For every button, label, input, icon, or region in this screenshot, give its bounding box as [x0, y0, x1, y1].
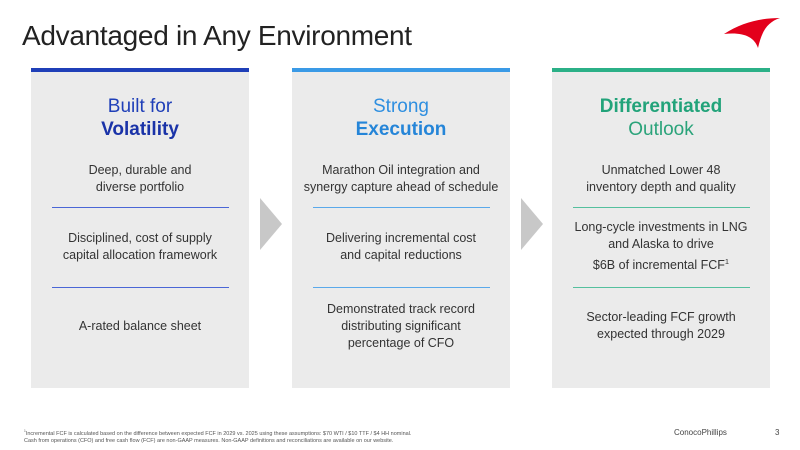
- heading-line: Execution: [355, 119, 447, 140]
- arrow: [260, 198, 282, 250]
- card-heading: Strong Execution: [292, 95, 510, 141]
- item-text: percentage of CFO: [347, 335, 455, 350]
- divider: [52, 287, 229, 288]
- item-line: Marathon Oil integration and: [322, 162, 480, 179]
- item-text: Disciplined, cost of supply: [68, 231, 212, 245]
- card: Strong Execution Marathon Oil integration …: [292, 68, 510, 388]
- card: Built for Volatility Deep, durable and dive…: [31, 68, 249, 388]
- card-item: Unmatched Lower 48 inventory depth and qu…: [552, 150, 770, 207]
- item-line: inventory depth and quality: [586, 179, 735, 196]
- card: Differentiated Outlook Unmatched Lower 48 i…: [552, 68, 770, 388]
- item-text: expected through 2029: [597, 327, 725, 341]
- footnote-text: Incremental FCF is calculated based on t…: [25, 430, 412, 437]
- item-line: Delivering incremental cost: [326, 230, 476, 247]
- heading-line: Volatility: [101, 119, 179, 140]
- item-text: Long-cycle investments in LNG: [574, 220, 748, 235]
- item-text: Delivering incremental cost: [325, 231, 477, 245]
- card-item: Deep, durable and diverse portfolio: [31, 150, 249, 207]
- item-line: capital allocation framework: [63, 247, 217, 264]
- item-line: distributing significant: [341, 318, 461, 335]
- item-line: Long-cycle investments in LNG: [575, 219, 748, 236]
- item-line: expected through 2029: [597, 326, 725, 343]
- item-text: inventory depth and quality: [586, 179, 736, 194]
- item-text: and capital reductions: [340, 248, 462, 262]
- item-text: distributing significant: [341, 318, 461, 333]
- item-text: and Alaska to drive: [608, 237, 714, 252]
- card-item: Demonstrated track record distributing si…: [292, 287, 510, 365]
- card-heading: Differentiated Outlook: [552, 95, 770, 141]
- item-text: Demonstrated track record: [327, 301, 475, 316]
- item-text: synergy capture ahead of schedule: [303, 179, 499, 194]
- page-number: 3: [775, 428, 780, 437]
- item-line: diverse portfolio: [96, 179, 184, 196]
- item-text: A-rated balance sheet: [78, 318, 202, 333]
- footnote-ref: 1: [724, 257, 730, 267]
- divider: [573, 207, 750, 208]
- card-heading: Built for Volatility: [31, 95, 249, 141]
- footnote-text: Cash from operations (CFO) and free cash…: [24, 437, 394, 444]
- item-text: Deep, durable and: [88, 162, 192, 177]
- card-item: Disciplined, cost of supply capital alloc…: [31, 207, 249, 287]
- card-item: Delivering incremental cost and capital r…: [292, 207, 510, 287]
- item-text: Marathon Oil integration and: [322, 162, 480, 177]
- card-item: Sector-leading FCF growth expected throug…: [552, 287, 770, 365]
- footnote: 1Incremental FCF is calculated based on …: [24, 428, 411, 445]
- divider: [573, 287, 750, 288]
- heading-line: Differentiated: [599, 96, 723, 117]
- item-line: and capital reductions: [340, 247, 462, 264]
- divider: [52, 207, 229, 208]
- company-name: ConocoPhillips: [674, 428, 727, 437]
- heading-line: Outlook: [628, 119, 694, 140]
- item-line: Demonstrated track record: [327, 301, 475, 318]
- item-line: Unmatched Lower 48: [602, 162, 721, 179]
- item-line: Sector-leading FCF growth: [586, 309, 735, 326]
- item-text: diverse portfolio: [95, 179, 185, 194]
- card-item: Marathon Oil integration and synergy capt…: [292, 150, 510, 207]
- item-line: A-rated balance sheet: [79, 318, 201, 335]
- card-item: A-rated balance sheet: [31, 287, 249, 365]
- item-text: $6B of incremental FCF: [592, 258, 725, 273]
- item-line: and Alaska to drive: [608, 236, 714, 253]
- item-line: synergy capture ahead of schedule: [304, 179, 499, 196]
- item-line: Deep, durable and: [89, 162, 192, 179]
- item-text: Unmatched Lower 48: [601, 162, 721, 177]
- item-text: Sector-leading FCF growth: [586, 310, 736, 324]
- heading-line: Strong: [373, 96, 429, 117]
- card-bar: [31, 68, 249, 72]
- item-line: percentage of CFO: [348, 335, 454, 352]
- divider: [313, 287, 490, 288]
- item-line: $6B of incremental FCF1: [593, 253, 729, 274]
- card-bar: [292, 68, 510, 72]
- item-line: Disciplined, cost of supply: [68, 230, 212, 247]
- item-text: capital allocation framework: [62, 248, 218, 262]
- card-item: Long-cycle investments in LNG and Alaska …: [552, 207, 770, 287]
- logo: [724, 18, 780, 48]
- arrow: [521, 198, 543, 250]
- divider: [313, 207, 490, 208]
- slide-title: Advantaged in Any Environment: [22, 20, 412, 51]
- heading-line: Built for: [107, 96, 173, 117]
- card-bar: [552, 68, 770, 72]
- footnote-mark: 1: [24, 429, 26, 433]
